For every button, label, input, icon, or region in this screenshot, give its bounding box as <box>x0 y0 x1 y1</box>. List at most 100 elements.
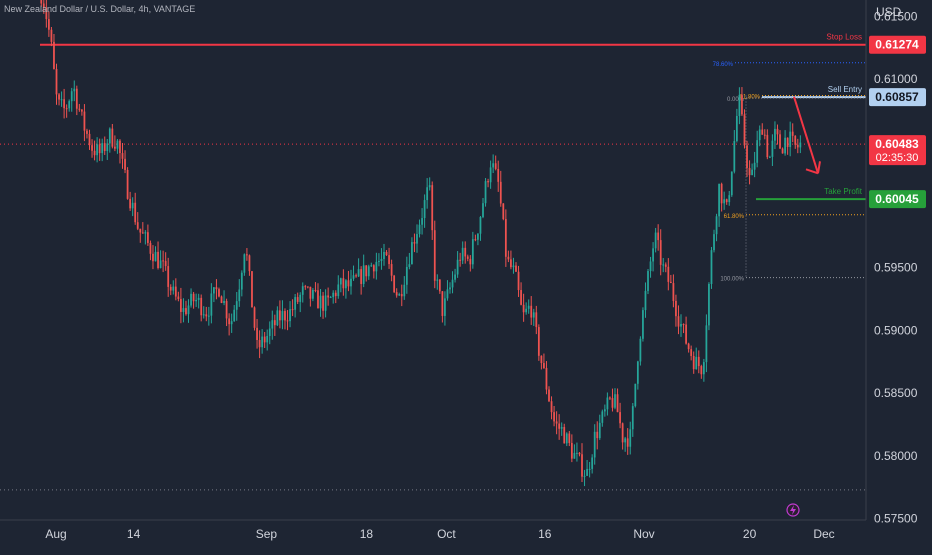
candle-body <box>796 144 799 148</box>
candle-body <box>611 398 614 408</box>
candle-body <box>743 114 746 146</box>
candle-body <box>715 216 718 235</box>
candle-body <box>598 422 601 439</box>
candle-body <box>98 144 101 154</box>
candle-body <box>80 109 83 112</box>
candle-body <box>157 251 159 269</box>
candle-body <box>141 232 144 234</box>
candle-body <box>527 305 530 309</box>
candle-body <box>459 259 462 261</box>
candle-body <box>416 234 418 244</box>
candle-body <box>162 260 165 262</box>
candle-body <box>47 19 50 30</box>
candle-body <box>682 323 685 325</box>
x-tick-label: Oct <box>437 527 456 541</box>
candle-body <box>136 222 139 229</box>
candle-body <box>741 94 743 115</box>
candle-body <box>606 397 609 410</box>
price-tag-current-price <box>869 135 926 166</box>
candle-body <box>700 366 703 375</box>
candle-body <box>248 255 251 272</box>
candle-body <box>223 300 225 303</box>
y-tick-label: 0.57500 <box>874 512 918 526</box>
candle-body <box>659 240 662 265</box>
candle-body <box>680 323 682 327</box>
candle-body <box>799 142 802 148</box>
candle-body <box>228 318 231 325</box>
horizontal-lines: Stop Loss Sell Entry Take Profit <box>0 33 866 201</box>
candle-body <box>263 336 266 343</box>
candle-body <box>568 433 571 443</box>
candle-body <box>672 283 675 301</box>
candle-body <box>540 355 543 364</box>
candle-body <box>499 181 502 204</box>
candle-body <box>169 286 172 291</box>
candle-body <box>573 452 576 459</box>
candle-body <box>60 99 63 101</box>
candle-body <box>751 169 753 176</box>
candle-body <box>576 452 578 454</box>
candle-body <box>131 202 134 209</box>
fib-level-label: 100.00% <box>720 277 744 283</box>
x-tick-label: 16 <box>538 527 552 541</box>
candle-body <box>596 431 599 439</box>
candle-body <box>261 336 264 348</box>
currency-label[interactable]: USD <box>876 5 902 19</box>
candle-body <box>332 292 335 298</box>
candle-body <box>70 91 73 102</box>
candle-body <box>266 335 269 343</box>
symbol-title: New Zealand Dollar / U.S. Dollar, 4h, VA… <box>4 4 196 14</box>
candle-body <box>621 423 624 443</box>
candle-body <box>461 247 464 261</box>
candle-body <box>753 162 756 170</box>
candle-body <box>730 171 733 196</box>
candle-body <box>748 167 751 176</box>
candle-body <box>441 291 444 316</box>
candle-body <box>271 320 274 329</box>
candle-body <box>477 233 479 240</box>
candle-body <box>152 253 154 262</box>
candle-body <box>367 266 370 277</box>
candle-body <box>413 242 416 244</box>
candle-body <box>96 144 99 156</box>
candle-body <box>68 101 71 109</box>
candle-body <box>702 362 705 375</box>
candle-body <box>728 195 731 203</box>
candle-body <box>537 327 540 356</box>
candle-body <box>558 423 561 429</box>
candle-body <box>431 185 434 231</box>
candle-body <box>218 289 220 297</box>
candle-body <box>334 292 337 297</box>
price-tag-sell-entry <box>869 88 926 107</box>
candle-body <box>591 457 594 469</box>
x-tick-label: Sep <box>256 527 278 541</box>
candle-body <box>444 298 446 316</box>
candle-body <box>339 278 342 285</box>
candle-body <box>756 140 759 163</box>
candle-body <box>253 307 256 328</box>
candle-body <box>395 292 398 296</box>
y-tick-label: 0.58500 <box>874 386 918 400</box>
candle-body <box>309 286 312 299</box>
candle-body <box>794 135 797 145</box>
candle-body <box>279 310 281 321</box>
y-tick-label: 0.58000 <box>874 449 918 463</box>
candle-body <box>548 389 550 402</box>
candle-body <box>631 406 634 430</box>
candle-body <box>119 140 121 154</box>
candle-body <box>45 7 48 20</box>
candle-body <box>403 284 406 297</box>
fib-level-label: 61.80% <box>740 94 761 100</box>
candle-body <box>776 128 779 135</box>
candle-body <box>345 280 347 289</box>
candle-body <box>560 427 563 429</box>
candle-body <box>654 232 657 249</box>
fib-level-label: 78.60% <box>713 62 734 68</box>
candle-body <box>207 315 210 317</box>
candle-body <box>210 293 213 316</box>
x-tick-label: 14 <box>127 527 141 541</box>
candle-body <box>108 128 111 144</box>
candle-body <box>337 284 340 297</box>
